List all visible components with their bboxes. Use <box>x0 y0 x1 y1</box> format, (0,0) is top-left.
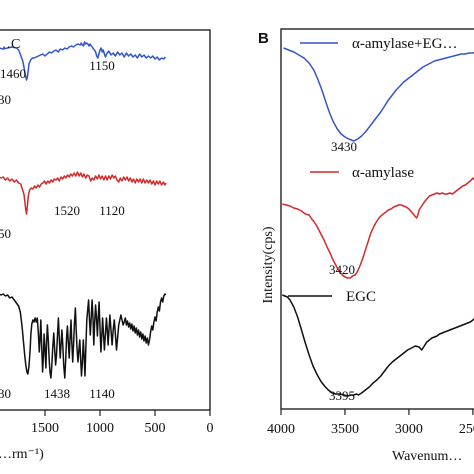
b-mid-legend-label: α-amylase <box>352 165 414 181</box>
panel-b-letter: B <box>258 30 269 47</box>
b-top-legend-label: α-amylase+EG… <box>352 36 457 52</box>
a-bottom-peak-label: 1140 <box>89 386 115 401</box>
panel-a-x-ticks: 1500 1000 500 0 <box>31 410 214 436</box>
panel-a-frame <box>0 29 211 411</box>
b-bottom-peak-label: 3395 <box>329 388 355 403</box>
a-mid-peak-label: 1120 <box>99 203 125 218</box>
x-tick-label: 1500 <box>31 421 59 436</box>
a-bottom-series-line <box>0 293 167 379</box>
x-tick-label: 0 <box>207 421 214 436</box>
panel-a-x-axis-label: …rm⁻¹) <box>0 447 44 462</box>
a-bottom-peak-label: 1630 <box>0 386 11 401</box>
a-mid-peak-label: 1520 <box>54 203 80 218</box>
a-top-peak-label: 1630 <box>0 92 11 107</box>
a-top-series-line <box>0 41 166 81</box>
panel-b: 4000 3500 3000 2500 B Intensity(cps) Wavenu… <box>258 28 474 464</box>
b-bottom-series-line <box>282 294 474 397</box>
b-top-peak-label: 3430 <box>331 139 357 154</box>
panel-b-legend: α-amylase+EG… α-amylase EGC <box>288 36 457 305</box>
x-tick-label: 3500 <box>331 422 359 437</box>
x-tick-label: 4000 <box>267 422 295 437</box>
x-tick-label: 1000 <box>86 421 114 436</box>
a-bottom-peak-label: 1438 <box>44 386 70 401</box>
panel-a-legend-fragment: …C <box>0 37 20 52</box>
panel-b-x-ticks: 4000 3500 3000 2500 <box>267 409 474 437</box>
a-top-peak-label: 1460 <box>0 66 26 81</box>
panel-a: 1500 1000 500 0 …rm⁻¹) …C <box>0 29 214 462</box>
a-mid-peak-label: 1650 <box>0 226 11 241</box>
x-tick-label: 500 <box>145 421 166 436</box>
b-bottom-legend-label: EGC <box>346 289 376 305</box>
panel-b-y-axis-label: Intensity(cps) <box>261 226 276 303</box>
panel-b-x-axis-label: Wavenum… <box>392 449 462 464</box>
a-top-peak-label: 1150 <box>89 58 115 73</box>
x-tick-label: 3000 <box>395 422 423 437</box>
b-top-series-line <box>283 47 474 142</box>
panel-b-frame <box>280 28 474 410</box>
x-tick-label: 2500 <box>459 422 474 437</box>
panel-a-plot <box>0 41 167 379</box>
a-mid-series-line <box>0 171 167 215</box>
b-mid-peak-label: 3420 <box>329 262 355 277</box>
b-mid-series-line <box>282 177 474 279</box>
panel-b-plot <box>282 47 474 397</box>
